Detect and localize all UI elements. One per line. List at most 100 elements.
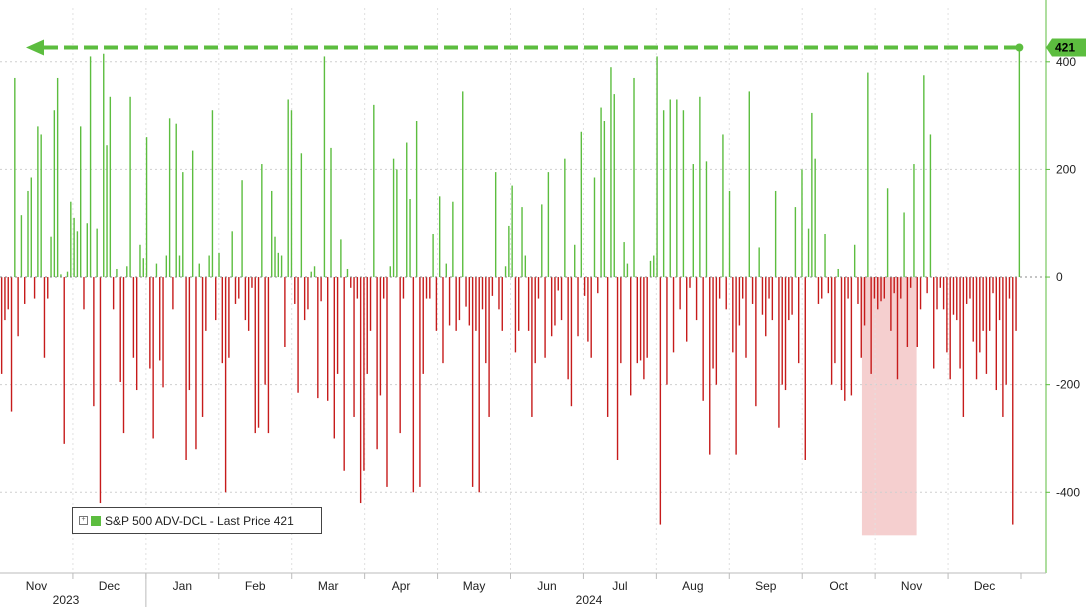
bar — [778, 277, 780, 428]
bar — [159, 277, 161, 361]
bar — [188, 277, 191, 391]
bar — [119, 277, 121, 382]
bar — [327, 277, 329, 401]
bar — [626, 263, 629, 278]
bar — [4, 277, 6, 321]
bar — [942, 277, 945, 310]
bar — [1015, 277, 1017, 331]
bar — [768, 277, 770, 299]
bar — [313, 266, 316, 278]
bar — [244, 277, 247, 321]
bar — [307, 277, 309, 310]
bar — [774, 190, 777, 278]
bar — [748, 91, 750, 278]
bar — [518, 277, 520, 331]
bar — [471, 277, 474, 487]
bar — [409, 199, 411, 278]
bar — [725, 277, 727, 310]
bar — [109, 96, 112, 278]
bar — [916, 277, 918, 347]
bar — [738, 277, 741, 326]
bar — [939, 277, 942, 288]
bar — [643, 277, 645, 380]
bar — [577, 277, 579, 337]
bar — [873, 277, 876, 299]
bar — [435, 277, 438, 331]
x-tick-label: Oct — [829, 579, 848, 593]
bar — [692, 164, 694, 278]
bar — [438, 196, 441, 278]
bar — [926, 277, 928, 294]
bar — [135, 277, 138, 391]
legend[interactable]: + S&P 500 ADV-DCL - Last Price 421 — [72, 507, 322, 534]
bar — [340, 239, 342, 278]
bar — [524, 255, 527, 278]
x-tick-label: Aug — [682, 579, 703, 593]
bar — [567, 277, 569, 380]
bar — [893, 277, 895, 294]
bar — [801, 169, 803, 278]
bar — [211, 110, 214, 278]
bar — [672, 277, 675, 353]
bar — [531, 277, 533, 417]
bar — [224, 277, 227, 493]
bar — [946, 277, 948, 353]
bar — [274, 236, 276, 278]
bar — [646, 277, 648, 358]
bar — [448, 277, 451, 326]
bar — [758, 247, 760, 278]
bar — [751, 277, 754, 304]
bar — [587, 277, 589, 342]
bar — [699, 96, 701, 278]
x-tick-label: Jan — [173, 579, 192, 593]
bar — [909, 277, 912, 288]
bar — [221, 277, 224, 364]
bar — [689, 277, 691, 288]
bar — [89, 56, 92, 278]
bar — [415, 121, 418, 278]
x-tick-label: Nov — [26, 579, 47, 593]
bar — [406, 142, 408, 278]
bar — [185, 277, 187, 460]
bar — [653, 255, 655, 278]
bar — [10, 277, 13, 412]
bar — [857, 277, 859, 304]
bar — [728, 190, 731, 278]
bar — [277, 252, 280, 278]
bar — [317, 277, 319, 399]
bar — [40, 134, 42, 278]
bar — [132, 277, 135, 358]
bar — [455, 277, 457, 331]
bar — [870, 277, 872, 374]
bar — [116, 268, 118, 278]
bar — [863, 277, 866, 326]
bar — [56, 77, 59, 278]
bar — [702, 277, 704, 401]
legend-toggle-icon[interactable]: + — [79, 516, 88, 525]
bar — [369, 277, 372, 331]
bar — [247, 277, 250, 331]
bar — [323, 56, 326, 278]
bar — [353, 277, 355, 417]
bar — [781, 277, 783, 385]
bar — [504, 266, 507, 278]
bar — [755, 277, 757, 407]
bar — [17, 277, 19, 337]
x-tick-label: Apr — [392, 579, 411, 593]
bar — [636, 277, 639, 364]
bar — [99, 277, 102, 504]
bar — [251, 277, 253, 288]
y-tick-label: 0 — [1056, 270, 1063, 284]
bar — [106, 145, 108, 278]
bar — [807, 228, 810, 278]
bar — [989, 277, 991, 331]
legend-entry-label: S&P 500 ADV-DCL - Last Price 421 — [105, 513, 294, 528]
bar — [303, 277, 306, 321]
bar — [79, 126, 82, 278]
bar — [475, 277, 477, 331]
bar — [241, 180, 243, 278]
bar — [37, 126, 39, 278]
bar — [149, 277, 151, 369]
bar — [310, 271, 312, 278]
x-tick-label: Sep — [755, 579, 777, 593]
